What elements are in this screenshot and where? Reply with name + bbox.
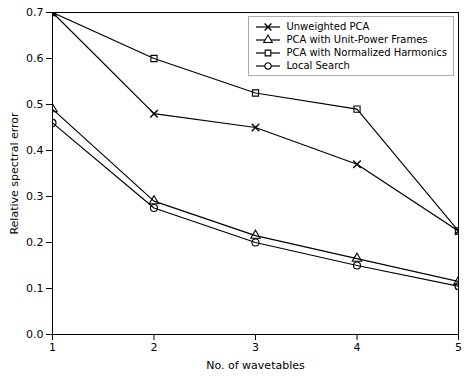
svg-text:0.0: 0.0 bbox=[26, 328, 44, 341]
svg-text:0.3: 0.3 bbox=[26, 190, 44, 203]
svg-text:0.6: 0.6 bbox=[26, 52, 44, 65]
svg-text:5: 5 bbox=[455, 341, 462, 354]
svg-text:4: 4 bbox=[354, 341, 361, 354]
svg-text:2: 2 bbox=[151, 341, 158, 354]
html-text:Unweighted PCA: Unweighted PCA bbox=[286, 21, 370, 32]
svg-text:Relative spectral error: Relative spectral error bbox=[8, 112, 21, 235]
svg-text:0.2: 0.2 bbox=[26, 236, 44, 249]
svg-text:0.4: 0.4 bbox=[26, 144, 44, 157]
svg-text:3: 3 bbox=[252, 341, 259, 354]
svg-text:1: 1 bbox=[49, 341, 56, 354]
svg-text:0.5: 0.5 bbox=[26, 98, 44, 111]
html-text:PCA with Normalized Harmonics: PCA with Normalized Harmonics bbox=[286, 47, 447, 58]
svg-text:No. of wavetables: No. of wavetables bbox=[206, 359, 305, 372]
svg-text:0.1: 0.1 bbox=[26, 282, 44, 295]
html-text:PCA with Unit-Power Frames: PCA with Unit-Power Frames bbox=[286, 34, 428, 45]
html-text:Local Search: Local Search bbox=[286, 60, 350, 71]
svg-text:0.7: 0.7 bbox=[26, 6, 44, 19]
